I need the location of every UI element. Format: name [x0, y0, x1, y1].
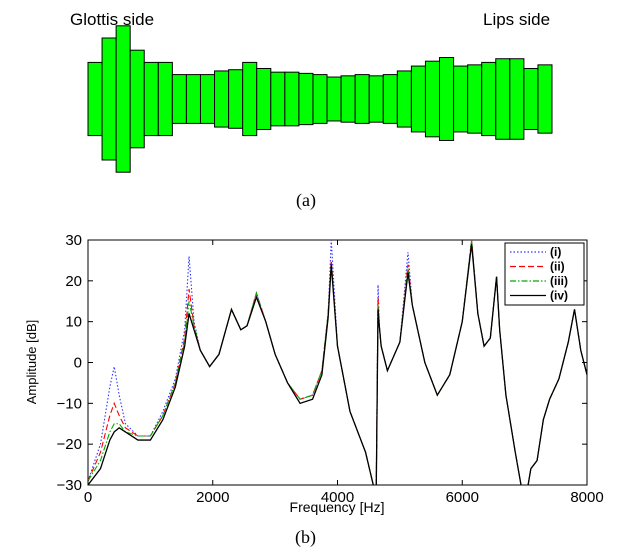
- y-tick-label: −20: [57, 436, 82, 453]
- series-layer: [88, 240, 587, 485]
- series-line-4: [88, 244, 587, 485]
- tube-section: [537, 64, 553, 134]
- glottis-side-label: Glottis side: [70, 10, 155, 29]
- y-tick-label: 0: [74, 355, 82, 372]
- tick-layer: 0 2000 4000 6000 8000 −30 −20 −10 0 10 20 30: [57, 232, 604, 506]
- y-tick-label: 10: [65, 314, 82, 331]
- legend-label-4: (iv): [550, 289, 568, 303]
- x-tick-label: 6000: [446, 489, 479, 506]
- y-tick-label: 30: [65, 232, 82, 249]
- legend: (i)(ii)(iii)(iv): [504, 242, 585, 306]
- legend-label-1: (i): [550, 245, 561, 259]
- plot-area: [87, 239, 588, 486]
- x-tick-label: 8000: [570, 489, 603, 506]
- y-tick-label: −10: [57, 395, 82, 412]
- caption-a: (a): [296, 190, 316, 210]
- y-tick-label: 20: [65, 273, 82, 290]
- x-axis-label: Frequency [Hz]: [290, 499, 385, 515]
- x-tick-label: 4000: [321, 489, 354, 506]
- y-axis-label: Amplitude [dB]: [24, 320, 39, 405]
- x-tick-label: 0: [84, 489, 92, 506]
- caption-b: (b): [295, 527, 316, 547]
- y-tick-label: −30: [57, 477, 82, 494]
- legend-label-2: (ii): [550, 260, 565, 274]
- vocal-tract-diagram: [87, 25, 553, 173]
- x-tick-label: 2000: [196, 489, 229, 506]
- lips-side-label: Lips side: [483, 10, 551, 29]
- legend-label-3: (iii): [550, 274, 568, 288]
